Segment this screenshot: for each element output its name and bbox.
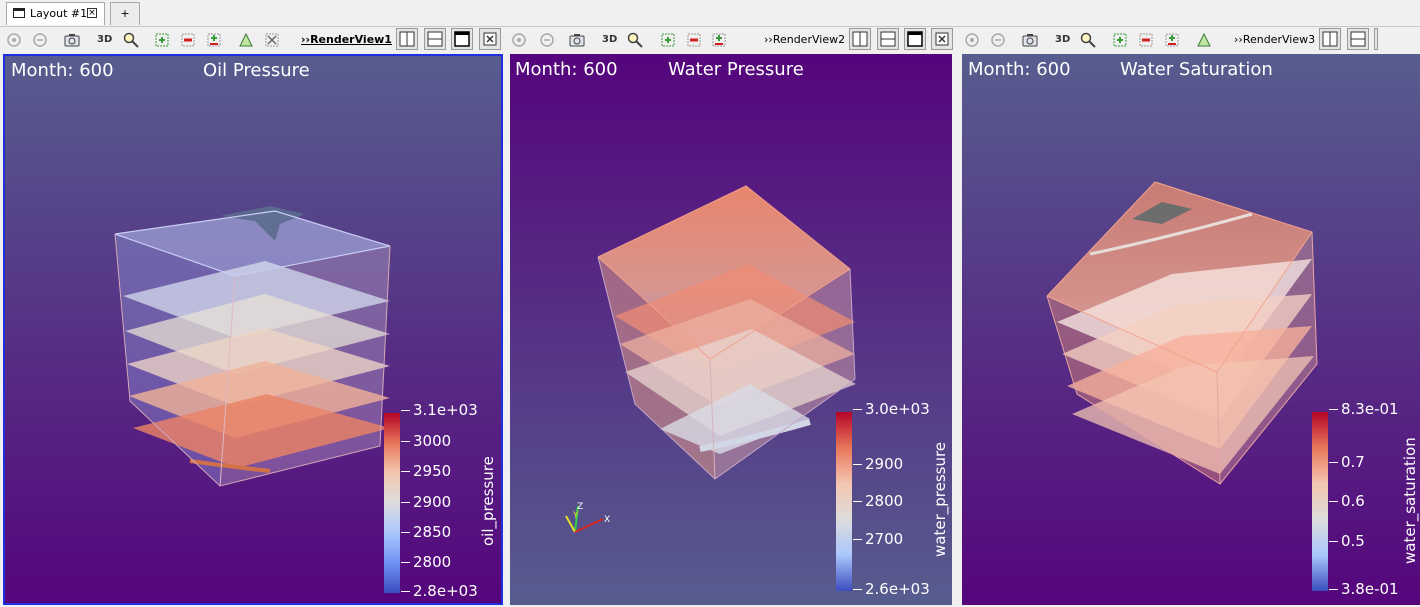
reset-camera-icon[interactable] — [511, 32, 527, 48]
colorbar-tick: 0.6 — [1329, 492, 1365, 510]
split-vertical-button[interactable] — [1347, 28, 1369, 50]
colorbar-tick: 3.8e-01 — [1329, 580, 1399, 598]
colorbar-tick: 3.1e+03 — [401, 401, 478, 419]
view-name-renderview2[interactable]: ››RenderView2 — [764, 33, 846, 46]
view-toolbar-3: 3D ››RenderView3 — [958, 27, 1420, 53]
colorbar-tick: 3000 — [400, 432, 452, 450]
render-view-3-scene — [962, 54, 1420, 605]
split-horizontal-button[interactable] — [396, 28, 418, 50]
select-points-icon[interactable] — [711, 32, 727, 48]
view-title: Water Saturation — [1120, 59, 1273, 80]
render-view-2[interactable]: Y Z X Month: 600 Water Pressure 3.0e+03 … — [510, 54, 952, 605]
colorbar-tick: 8.3e-01 — [1329, 400, 1399, 418]
reset-camera-icon[interactable] — [6, 32, 22, 48]
render-view-1[interactable]: Month: 600 Oil Pressure 3.1e+03 3000 295… — [3, 54, 503, 605]
deselect-icon[interactable] — [1138, 32, 1154, 48]
camera-capture-icon[interactable] — [1022, 32, 1038, 48]
interactive-select-icon[interactable] — [238, 32, 254, 48]
zoom-to-box-icon[interactable] — [123, 32, 139, 48]
colorbar-tick: 2.8e+03 — [401, 582, 478, 600]
layout-icon — [13, 8, 25, 18]
colorbar-tick: 3.0e+03 — [853, 400, 930, 418]
split-horizontal-button[interactable] — [849, 28, 871, 50]
colorbar-tick: 2850 — [400, 523, 452, 541]
select-points-icon[interactable] — [206, 32, 222, 48]
tab-layout-1-label: Layout #1 — [30, 7, 88, 20]
view-title: Water Pressure — [668, 59, 804, 80]
tab-layout-1[interactable]: Layout #1 × — [6, 2, 105, 25]
view-title: Oil Pressure — [203, 60, 310, 81]
reset-camera-closest-icon[interactable] — [539, 32, 555, 48]
clear-selection-icon[interactable] — [264, 32, 280, 48]
3d-toggle-button[interactable]: 3D — [97, 34, 113, 45]
deselect-icon[interactable] — [686, 32, 702, 48]
select-cells-icon[interactable] — [154, 32, 170, 48]
render-view-1-scene — [5, 56, 501, 603]
axis-label-y: Y — [572, 511, 579, 521]
close-view-button[interactable] — [479, 28, 501, 50]
axis-label-x: X — [604, 515, 610, 525]
add-layout-tab-button[interactable]: + — [110, 2, 140, 25]
reset-camera-closest-icon[interactable] — [990, 32, 1006, 48]
colorbar-tick: 2950 — [400, 462, 452, 480]
select-points-icon[interactable] — [1164, 32, 1180, 48]
colorbar-tick: 2900 — [400, 493, 452, 511]
colorbar-tick: 2700 — [852, 530, 904, 548]
colorbar-tick: 0.5 — [1329, 532, 1365, 550]
month-label: Month: 600 — [11, 60, 114, 81]
colorbar-title: water_saturation — [1401, 437, 1419, 564]
select-cells-icon[interactable] — [660, 32, 676, 48]
zoom-to-box-icon[interactable] — [627, 32, 643, 48]
reset-camera-icon[interactable] — [964, 32, 980, 48]
month-label: Month: 600 — [515, 59, 618, 80]
colorbar-tick: 2800 — [400, 553, 452, 571]
layout-tab-bar: Layout #1 × + — [0, 0, 1420, 27]
split-vertical-button[interactable] — [424, 28, 446, 50]
axis-label-z: Z — [577, 502, 583, 512]
colorbar-tick: 2.6e+03 — [853, 580, 930, 598]
view-toolbar-1: 3D ››RenderView1 — [0, 27, 505, 53]
view-name-renderview1[interactable]: ››RenderView1 — [301, 33, 392, 46]
render-view-3[interactable]: Month: 600 Water Saturation 8.3e-01 0.7 … — [962, 54, 1420, 605]
orientation-axes: Y Z X — [565, 502, 610, 533]
colorbar-tick: 0.7 — [1329, 453, 1365, 471]
3d-toggle-button[interactable]: 3D — [602, 34, 618, 45]
colorbar-tick: 2900 — [852, 455, 904, 473]
camera-capture-icon[interactable] — [64, 32, 80, 48]
render-view-2-scene: Y Z X — [510, 54, 952, 605]
colorbar-title: oil_pressure — [479, 456, 497, 546]
select-cells-icon[interactable] — [1112, 32, 1128, 48]
maximize-button[interactable] — [451, 28, 473, 50]
close-view-button[interactable] — [931, 28, 953, 50]
reset-camera-closest-icon[interactable] — [32, 32, 48, 48]
water-saturation-colorbar — [1312, 412, 1328, 591]
colorbar-title: water_pressure — [931, 441, 949, 557]
maximize-button[interactable] — [1374, 28, 1378, 50]
view-name-renderview3[interactable]: ››RenderView3 — [1234, 33, 1316, 46]
colorbar-tick: 2800 — [852, 492, 904, 510]
oil-pressure-colorbar — [384, 413, 400, 593]
3d-toggle-button[interactable]: 3D — [1055, 34, 1071, 45]
split-horizontal-button[interactable] — [1319, 28, 1341, 50]
maximize-button[interactable] — [904, 28, 926, 50]
zoom-to-box-icon[interactable] — [1080, 32, 1096, 48]
view-toolbar-2: 3D ››RenderView2 — [505, 27, 958, 53]
split-vertical-button[interactable] — [877, 28, 899, 50]
deselect-icon[interactable] — [180, 32, 196, 48]
tab-close-icon[interactable]: × — [87, 8, 97, 18]
month-label: Month: 600 — [968, 59, 1071, 80]
water-pressure-colorbar — [836, 412, 852, 591]
interactive-select-icon[interactable] — [1196, 32, 1212, 48]
camera-capture-icon[interactable] — [569, 32, 585, 48]
